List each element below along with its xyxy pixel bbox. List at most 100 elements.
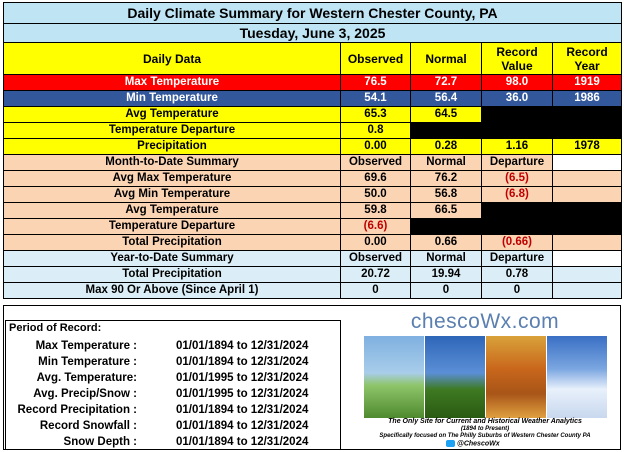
- row-label: Avg Temperature: [3, 202, 341, 219]
- table-row: Avg Temperature 65.3 64.5: [3, 106, 622, 123]
- logo-tagline: The Only Site for Current and Historical…: [388, 418, 582, 425]
- mtd-header-normal: Normal: [410, 154, 482, 171]
- por-value: 01/01/1894 to 12/31/2024: [176, 340, 309, 352]
- row-label: Avg Temperature: [3, 106, 341, 123]
- table-row: Temperature Departure 0.8: [3, 122, 622, 139]
- logo-tagline-focus: Specifically focused on The Philly Subur…: [379, 433, 591, 439]
- por-label: Avg. Temperature:: [36, 372, 137, 384]
- row-label: Min Temperature: [3, 90, 341, 107]
- list-item: Record Precipitation : 01/01/1894 to 12/3…: [6, 403, 342, 418]
- record-year: 1986: [552, 90, 622, 107]
- table-row: Avg Max Temperature 69.6 76.2 (6.5): [3, 170, 622, 187]
- chescowx-logo: chescoWx.com The Only Site for Current a…: [351, 310, 619, 448]
- por-label: Record Snowfall :: [39, 420, 137, 432]
- twitter-bird-icon: [446, 440, 455, 447]
- blank-cell: [410, 218, 482, 235]
- normal-value: 0: [410, 282, 482, 299]
- por-label: Snow Depth :: [63, 436, 137, 448]
- blank-cell: [552, 186, 622, 203]
- logo-name: chescoWx.com: [410, 310, 560, 333]
- observed-value: 69.6: [340, 170, 411, 187]
- table-row: Min Temperature 54.1 56.4 36.0 1986: [3, 90, 622, 107]
- row-label: Max Temperature: [3, 74, 341, 91]
- twitter-handle[interactable]: @ChescoWx: [446, 440, 526, 447]
- record-value: 1.16: [481, 138, 553, 155]
- observed-value: 20.72: [340, 266, 411, 283]
- blank-cell: [552, 202, 622, 219]
- blank-cell: [552, 266, 622, 283]
- record-value: 36.0: [481, 90, 553, 107]
- logo-tagline-years: (1894 to Present): [460, 426, 510, 432]
- daily-header-observed: Observed: [340, 42, 411, 75]
- blank-cell: [552, 170, 622, 187]
- observed-value: 0.00: [340, 234, 411, 251]
- blank-cell: [410, 122, 482, 139]
- normal-value: 56.8: [410, 186, 482, 203]
- table-row: Avg Temperature 59.8 66.5: [3, 202, 622, 219]
- list-item: Avg. Precip/Snow : 01/01/1995 to 12/31/20…: [6, 387, 342, 402]
- daily-header-record-year: Record Year: [552, 42, 622, 75]
- normal-value: 19.94: [410, 266, 482, 283]
- por-label: Max Temperature :: [35, 340, 137, 352]
- table-row: Max Temperature 76.5 72.7 98.0 1919: [3, 74, 622, 91]
- record-year: 1978: [552, 138, 622, 155]
- row-label: Avg Max Temperature: [3, 170, 341, 187]
- departure-value: (6.8): [481, 186, 553, 203]
- departure-value: (0.66): [481, 234, 553, 251]
- list-item: Record Snowfall : 01/01/1894 to 12/31/202…: [6, 419, 342, 434]
- ytd-header-label: Year-to-Date Summary: [3, 250, 341, 267]
- observed-value: (6.6): [340, 218, 411, 235]
- blank-cell: [552, 122, 622, 139]
- blank-cell: [552, 154, 622, 171]
- observed-value: 54.1: [340, 90, 411, 107]
- departure-value: 0: [481, 282, 553, 299]
- mtd-header-departure: Departure: [481, 154, 553, 171]
- por-value: 01/01/1995 to 12/31/2024: [176, 388, 309, 400]
- climate-summary-table: Daily Climate Summary for Western Cheste…: [3, 2, 622, 299]
- row-label: Total Precipitation: [3, 266, 341, 283]
- normal-value: 72.7: [410, 74, 482, 91]
- observed-value: 50.0: [340, 186, 411, 203]
- observed-value: 65.3: [340, 106, 411, 123]
- daily-header-normal: Normal: [410, 42, 482, 75]
- blank-cell: [552, 234, 622, 251]
- blank-cell: [481, 202, 553, 219]
- ytd-header-normal: Normal: [410, 250, 482, 267]
- por-value: 01/01/1894 to 12/31/2024: [176, 420, 309, 432]
- por-label: Record Precipitation :: [17, 404, 138, 416]
- page-title: Daily Climate Summary for Western Cheste…: [3, 2, 622, 24]
- por-value: 01/01/1995 to 12/31/2024: [176, 372, 309, 384]
- departure-value: 0.78: [481, 266, 553, 283]
- table-row: Temperature Departure (6.6): [3, 218, 622, 235]
- blank-cell: [481, 218, 553, 235]
- por-label: Min Temperature :: [38, 356, 137, 368]
- observed-value: 0.00: [340, 138, 411, 155]
- por-value: 01/01/1894 to 12/31/2024: [176, 404, 309, 416]
- normal-value: 64.5: [410, 106, 482, 123]
- spring-photo: [364, 336, 424, 418]
- row-label: Total Precipitation: [3, 234, 341, 251]
- observed-value: 59.8: [340, 202, 411, 219]
- mtd-header-label: Month-to-Date Summary: [3, 154, 341, 171]
- winter-photo: [547, 336, 607, 418]
- record-value: 98.0: [481, 74, 553, 91]
- period-of-record-title: Period of Record:: [9, 322, 102, 334]
- ytd-header-observed: Observed: [340, 250, 411, 267]
- normal-value: 0.28: [410, 138, 482, 155]
- normal-value: 76.2: [410, 170, 482, 187]
- daily-header-record-value: Record Value: [481, 42, 553, 75]
- row-label: Avg Min Temperature: [3, 186, 341, 203]
- twitter-handle-text: @ChescoWx: [457, 440, 500, 448]
- summer-photo: [425, 336, 485, 418]
- normal-value: 0.66: [410, 234, 482, 251]
- observed-value: 0: [340, 282, 411, 299]
- table-row: Total Precipitation 20.72 19.94 0.78: [3, 266, 622, 283]
- row-label: Temperature Departure: [3, 218, 341, 235]
- por-value: 01/01/1894 to 12/31/2024: [176, 436, 309, 448]
- period-of-record-box: Period of Record: Max Temperature : 01/01…: [5, 320, 341, 450]
- blank-cell: [552, 250, 622, 267]
- footer-panel: Period of Record: Max Temperature : 01/01…: [3, 305, 621, 450]
- table-row: Max 90 Or Above (Since April 1) 0 0 0: [3, 282, 622, 299]
- table-row: Total Precipitation 0.00 0.66 (0.66): [3, 234, 622, 251]
